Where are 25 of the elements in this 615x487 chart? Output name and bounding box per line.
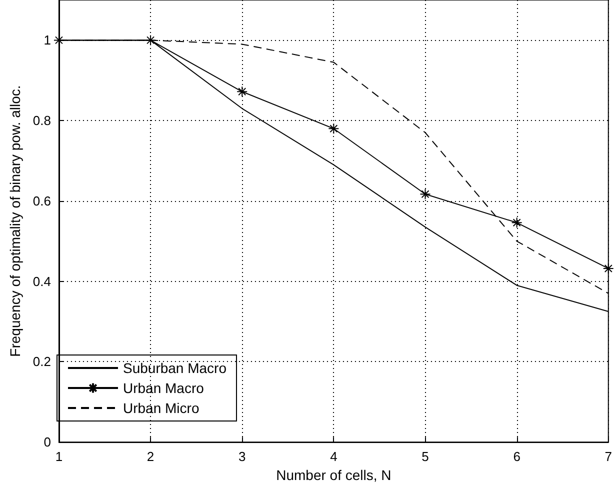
y-axis-title: Frequency of optimality of binary pow. alloc. <box>7 85 23 357</box>
point <box>145 34 156 46</box>
legend-label: Suburban Macro <box>123 360 227 376</box>
point <box>236 86 248 98</box>
y-tick-label: 0.4 <box>32 274 51 289</box>
x-tick-label: 3 <box>238 449 246 464</box>
x-tick-label: 4 <box>330 449 338 464</box>
point <box>511 217 522 228</box>
legend-label: Urban Macro <box>123 380 204 396</box>
y-tick-label: 0.2 <box>32 354 51 370</box>
x-tick-label: 7 <box>604 449 612 464</box>
y-tick-label: 0.6 <box>32 193 51 208</box>
y-tick-label: 0 <box>44 434 51 450</box>
y-tick-label: 0.8 <box>32 113 51 128</box>
x-axis-title: Number of cells, N <box>276 467 392 483</box>
x-tick-label: 2 <box>146 449 154 464</box>
y-tick-label: 1 <box>44 32 51 48</box>
point <box>602 262 614 274</box>
point <box>420 188 431 200</box>
point <box>53 34 64 46</box>
legend-label: Urban Micro <box>123 400 200 416</box>
x-tick-label: 5 <box>422 449 429 464</box>
x-tick-label: 1 <box>55 449 63 464</box>
x-tick-label: 6 <box>513 449 520 464</box>
point <box>328 123 340 134</box>
